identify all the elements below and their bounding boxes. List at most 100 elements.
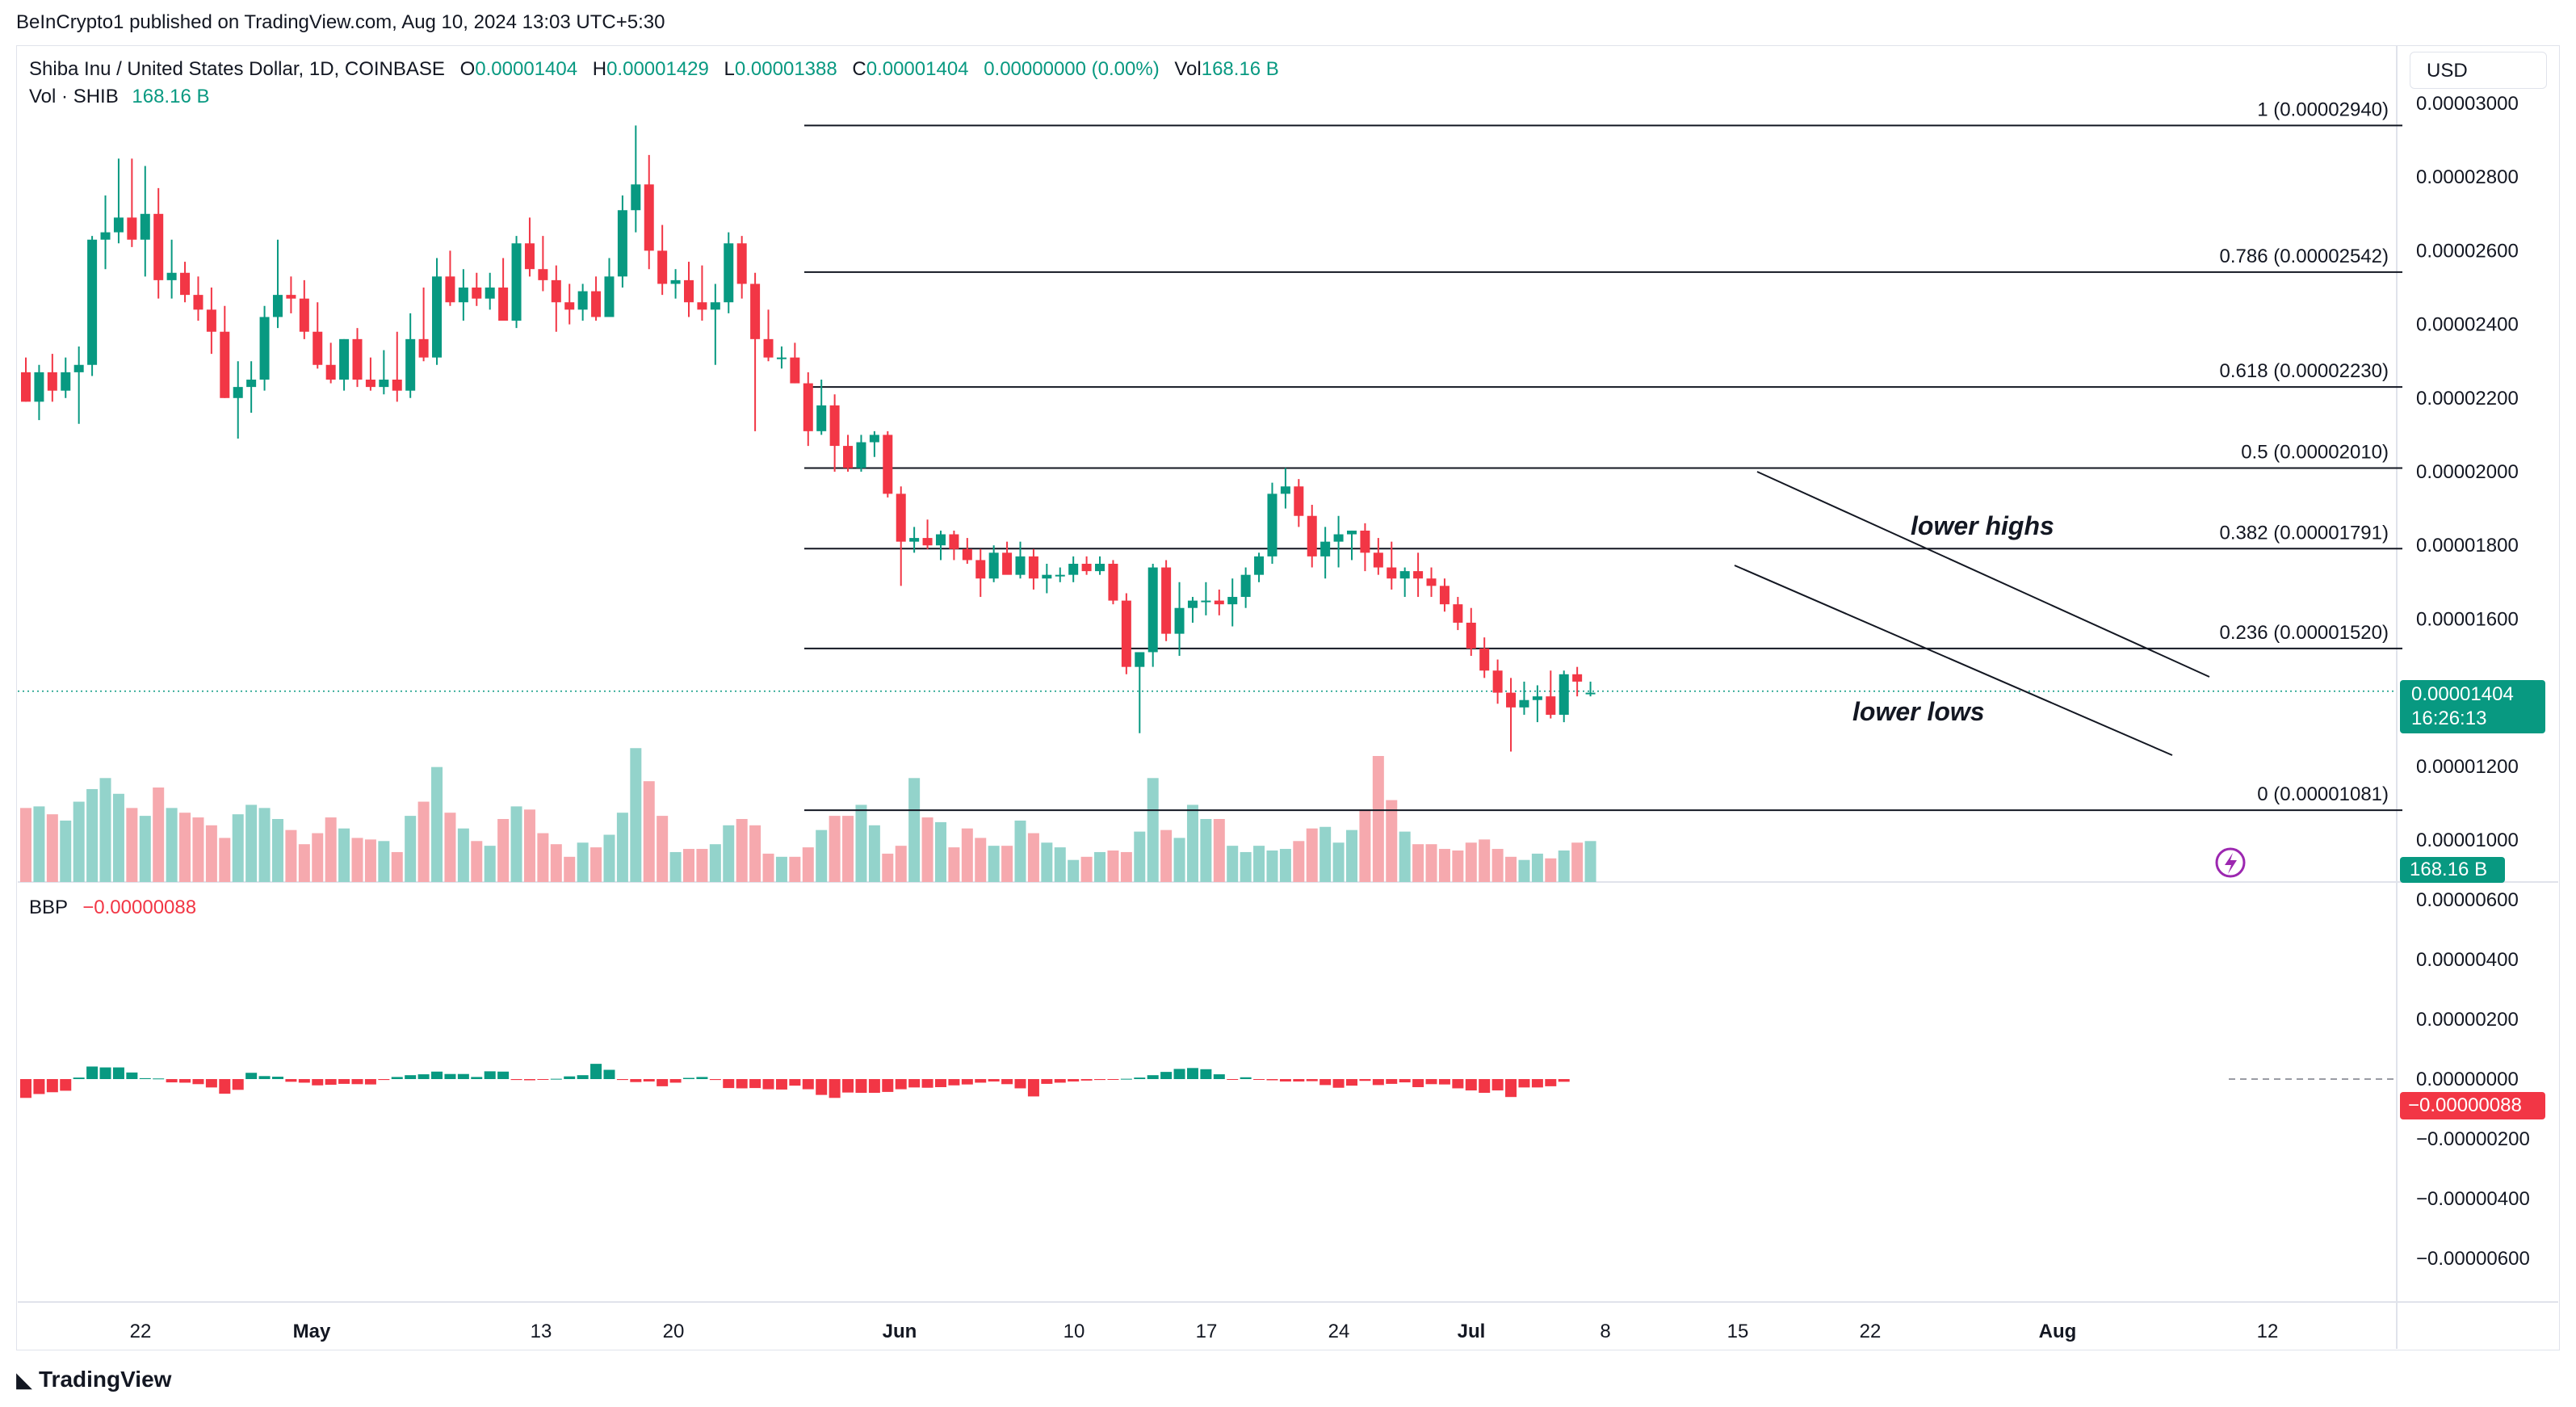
open-value: 0.00001404 bbox=[475, 58, 578, 80]
candle-body bbox=[47, 372, 57, 391]
candle-body bbox=[365, 380, 375, 388]
candle-body bbox=[1519, 699, 1529, 708]
candle-body bbox=[1559, 674, 1569, 715]
bbp-bar bbox=[683, 1077, 694, 1079]
low-value: 0.00001388 bbox=[734, 58, 837, 80]
bbp-bar bbox=[1479, 1079, 1491, 1094]
bbp-bar bbox=[630, 1079, 642, 1082]
candle-body bbox=[1081, 564, 1092, 572]
volume-bar bbox=[325, 817, 337, 882]
candle-body bbox=[1254, 556, 1265, 575]
volume-bar bbox=[405, 816, 417, 882]
volume-bar bbox=[577, 842, 589, 882]
price-axis-label: 0.00001800 bbox=[2416, 535, 2519, 556]
candle-body bbox=[538, 269, 548, 280]
candle-body bbox=[710, 302, 720, 310]
bbp-label: BBP bbox=[29, 897, 68, 918]
candle-body bbox=[896, 494, 906, 542]
candle-body bbox=[724, 243, 734, 303]
bbp-axis-label: 0.00000400 bbox=[2416, 949, 2519, 971]
volume-bar bbox=[603, 834, 615, 882]
bbp-bar bbox=[285, 1079, 297, 1082]
bbp-bar bbox=[736, 1079, 748, 1089]
volume-bar bbox=[709, 844, 721, 882]
candle-body bbox=[1479, 648, 1490, 671]
volume-bar bbox=[219, 838, 231, 882]
candle-body bbox=[1373, 552, 1383, 568]
candle-body bbox=[87, 239, 98, 365]
volume-bar bbox=[1531, 853, 1543, 882]
bbp-bar bbox=[364, 1079, 376, 1085]
volume-bar bbox=[1359, 809, 1371, 882]
bbp-bar bbox=[166, 1079, 178, 1083]
candle-body bbox=[697, 302, 707, 310]
volume-bar bbox=[616, 813, 628, 882]
candle-body bbox=[935, 534, 946, 546]
candle-body bbox=[432, 276, 443, 358]
volume-bar bbox=[271, 819, 283, 882]
bbp-bar bbox=[1001, 1079, 1013, 1085]
bbp-bar bbox=[1186, 1068, 1198, 1079]
candle-body bbox=[577, 291, 588, 310]
candle-body bbox=[816, 405, 827, 431]
candle-body bbox=[1466, 622, 1476, 649]
change-value: 0.00000000 (0.00%) bbox=[984, 58, 1160, 80]
volume-bar bbox=[1107, 850, 1119, 882]
volume-bar bbox=[775, 856, 787, 882]
bbp-bar bbox=[325, 1079, 337, 1086]
candle-body bbox=[100, 232, 111, 240]
bbp-bar bbox=[1425, 1079, 1437, 1085]
bbp-bar bbox=[112, 1067, 124, 1079]
candle-body bbox=[1546, 696, 1556, 715]
high-label: H bbox=[592, 58, 607, 80]
bbp-bar bbox=[99, 1067, 111, 1079]
lightning-bolt-icon bbox=[2225, 853, 2237, 874]
currency-button[interactable]: USD bbox=[2410, 52, 2547, 89]
volume-bar bbox=[126, 808, 138, 882]
volume-bar bbox=[73, 801, 85, 882]
volume-bar bbox=[471, 841, 483, 882]
candle-body bbox=[670, 279, 681, 284]
bbp-bar bbox=[523, 1079, 535, 1081]
bbp-bar bbox=[696, 1077, 708, 1079]
candle-body bbox=[564, 302, 575, 310]
candle-body bbox=[299, 298, 309, 332]
candle-body bbox=[551, 279, 561, 303]
candle-body bbox=[776, 357, 787, 359]
candle-body bbox=[1294, 486, 1304, 516]
candle-body bbox=[1320, 541, 1331, 556]
symbol-name: Shiba Inu / United States Dollar, 1D, CO… bbox=[29, 58, 445, 80]
candle-body bbox=[458, 288, 468, 303]
bbp-bar bbox=[564, 1076, 576, 1079]
candle-body bbox=[1267, 494, 1278, 556]
bbp-bar bbox=[60, 1079, 72, 1091]
volume-bar bbox=[816, 830, 828, 882]
bbp-bar bbox=[1399, 1079, 1411, 1083]
candle-body bbox=[1492, 670, 1503, 693]
bbp-bar bbox=[550, 1078, 562, 1080]
candle-body bbox=[21, 372, 31, 402]
candle-body bbox=[405, 338, 416, 391]
current-price-tag: 0.00001404 16:26:13 bbox=[2400, 680, 2545, 733]
time-axis-label: 8 bbox=[1600, 1321, 1610, 1342]
tradingview-logo[interactable]: ◣ TradingView bbox=[16, 1367, 171, 1392]
bbp-bar bbox=[749, 1079, 761, 1089]
volume-bar bbox=[1266, 850, 1278, 882]
candle-body bbox=[962, 548, 972, 561]
candle-body bbox=[843, 446, 854, 468]
candle-body bbox=[339, 338, 350, 380]
volume-bar bbox=[1479, 839, 1491, 882]
bbp-bar bbox=[405, 1075, 417, 1079]
bbp-bar bbox=[1227, 1079, 1239, 1080]
bbp-bar bbox=[391, 1077, 403, 1079]
candle-body bbox=[922, 538, 933, 546]
bbp-bar bbox=[232, 1079, 244, 1090]
volume-bar bbox=[166, 808, 178, 882]
time-axis-label: May bbox=[293, 1321, 331, 1342]
bbp-legend: BBP −0.00000088 bbox=[29, 897, 196, 919]
bbp-bar bbox=[444, 1073, 456, 1079]
candle-body bbox=[1121, 600, 1131, 667]
volume-bar bbox=[1134, 831, 1146, 882]
volume-bar bbox=[1027, 833, 1039, 882]
